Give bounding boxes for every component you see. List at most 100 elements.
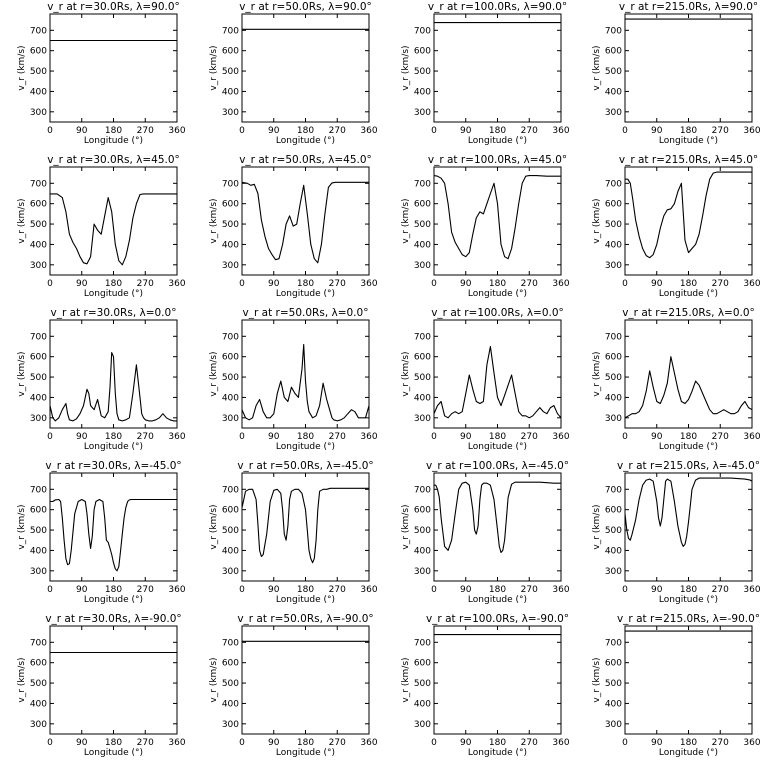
x-tick-label: 0 (47, 279, 53, 289)
y-tick-label: 300 (414, 414, 431, 424)
y-tick-label: 700 (222, 638, 239, 648)
y-axis-label: v_r (km/s) (592, 504, 602, 549)
y-tick-label: 500 (30, 373, 47, 383)
x-tick-label: 270 (521, 279, 538, 289)
x-axis-label: Longitude (°) (276, 136, 335, 146)
y-axis-label: v_r (km/s) (209, 351, 219, 396)
y-tick-label: 400 (605, 699, 622, 709)
y-tick-label: 400 (605, 393, 622, 403)
y-axis-label: v_r (km/s) (209, 657, 219, 702)
y-tick-label: 600 (414, 200, 431, 210)
x-tick-label: 90 (268, 126, 280, 136)
x-tick-label: 360 (743, 738, 760, 748)
y-tick-label: 700 (414, 179, 431, 189)
plot-frame (433, 625, 562, 735)
x-tick-label: 0 (431, 279, 437, 289)
y-tick-label: 500 (605, 526, 622, 536)
y-tick-label: 700 (605, 179, 622, 189)
x-tick-label: 270 (137, 126, 154, 136)
subplot-6: v_r at r=50.0Rs, λ=45.0° 0 90 180 270 360 300 4… (209, 154, 378, 299)
y-tick-label: 600 (414, 353, 431, 363)
series-line (241, 487, 369, 564)
subplot-title: v_r at r=100.0Rs, λ=0.0° (431, 307, 564, 319)
x-axis-label: Longitude (°) (468, 595, 527, 605)
x-tick-label: 90 (460, 279, 472, 289)
y-axis-label: v_r (km/s) (17, 351, 27, 396)
y-tick-label: 500 (222, 679, 239, 689)
y-axis-label: v_r (km/s) (401, 504, 411, 549)
y-tick-label: 400 (414, 699, 431, 709)
subplot-title: v_r at r=50.0Rs, λ=-90.0° (237, 613, 373, 625)
subplot-title: v_r at r=30.0Rs, λ=-90.0° (45, 613, 181, 625)
y-tick-label: 500 (222, 67, 239, 77)
y-tick-label: 500 (414, 67, 431, 77)
y-tick-label: 700 (414, 26, 431, 36)
x-axis-label: Longitude (°) (276, 748, 335, 758)
x-tick-label: 0 (622, 738, 628, 748)
x-tick-label: 90 (76, 279, 88, 289)
y-tick-label: 300 (605, 720, 622, 730)
y-tick-label: 500 (222, 373, 239, 383)
y-tick-label: 400 (222, 87, 239, 97)
y-tick-label: 300 (222, 720, 239, 730)
x-tick-label: 180 (680, 126, 697, 136)
y-tick-label: 300 (414, 108, 431, 118)
y-tick-label: 700 (30, 485, 47, 495)
plot-frame (49, 13, 178, 123)
subplot-title: v_r at r=215.0Rs, λ=0.0° (622, 307, 755, 319)
subplot-title: v_r at r=100.0Rs, λ=45.0° (428, 154, 567, 166)
y-tick-label: 700 (605, 638, 622, 648)
x-tick-label: 0 (239, 432, 245, 442)
y-axis-label: v_r (km/s) (592, 45, 602, 90)
x-tick-label: 0 (47, 432, 53, 442)
series-line (50, 498, 177, 572)
y-tick-label: 500 (414, 526, 431, 536)
y-tick-label: 600 (30, 506, 47, 516)
plot-frame (624, 319, 753, 429)
x-tick-label: 0 (47, 585, 53, 595)
subplot-title: v_r at r=100.0Rs, λ=-45.0° (426, 460, 569, 472)
x-tick-label: 360 (743, 432, 760, 442)
y-tick-label: 400 (414, 240, 431, 250)
y-tick-label: 600 (414, 659, 431, 669)
y-tick-label: 500 (605, 679, 622, 689)
y-tick-label: 300 (605, 414, 622, 424)
x-tick-label: 90 (651, 279, 663, 289)
x-tick-label: 180 (489, 126, 506, 136)
subplot-5: v_r at r=30.0Rs, λ=45.0° 0 90 180 270 360 300 4… (17, 154, 186, 299)
subplot-title: v_r at r=30.0Rs, λ=0.0° (51, 307, 177, 319)
x-tick-label: 360 (552, 585, 569, 595)
x-tick-label: 0 (622, 279, 628, 289)
y-tick-label: 700 (30, 179, 47, 189)
x-tick-label: 180 (105, 432, 122, 442)
plot-frame (433, 319, 562, 429)
x-tick-label: 180 (297, 126, 314, 136)
y-tick-label: 700 (30, 332, 47, 342)
y-tick-label: 700 (222, 332, 239, 342)
y-tick-label: 500 (414, 373, 431, 383)
x-tick-label: 270 (521, 585, 538, 595)
y-tick-label: 700 (30, 638, 47, 648)
y-tick-label: 500 (414, 679, 431, 689)
x-axis-label: Longitude (°) (659, 442, 718, 452)
subplot-12: v_r at r=215.0Rs, λ=0.0° 0 90 180 270 360 300 4… (592, 307, 761, 452)
series-line (624, 477, 753, 547)
plot-frame (49, 319, 178, 429)
y-axis-label: v_r (km/s) (592, 198, 602, 243)
plot-frame (49, 472, 178, 582)
series-line (49, 352, 177, 422)
y-tick-label: 600 (414, 506, 431, 516)
x-tick-label: 180 (297, 585, 314, 595)
y-tick-label: 600 (414, 47, 431, 57)
x-axis-label: Longitude (°) (468, 136, 527, 146)
subplot-15: v_r at r=100.0Rs, λ=-45.0° 0 90 180 270 360 30… (401, 460, 570, 605)
x-axis-label: Longitude (°) (468, 748, 527, 758)
y-tick-label: 600 (222, 200, 239, 210)
y-tick-label: 700 (30, 26, 47, 36)
x-tick-label: 180 (105, 126, 122, 136)
x-axis-label: Longitude (°) (84, 289, 143, 299)
x-tick-label: 0 (47, 126, 53, 136)
y-tick-label: 600 (605, 47, 622, 57)
y-tick-label: 700 (222, 26, 239, 36)
y-tick-label: 500 (30, 526, 47, 536)
